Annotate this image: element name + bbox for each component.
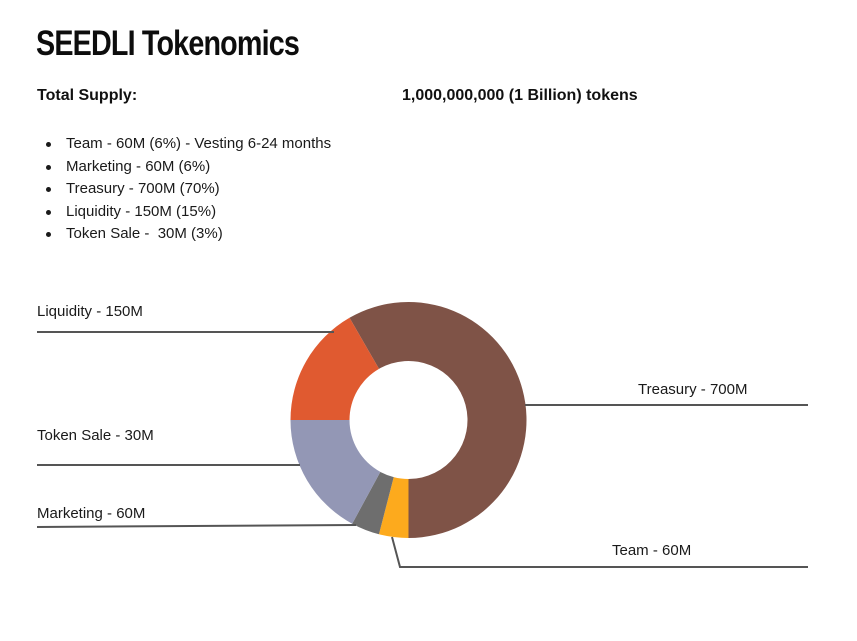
allocation-item-token-sale: Token Sale - 30M (3%) — [36, 223, 331, 246]
allocation-text: Liquidity - 150M (15%) — [66, 202, 217, 220]
bullet-icon — [46, 142, 51, 147]
allocation-item-treasury: Treasury - 700M (70%) — [36, 178, 331, 201]
chart-label-liquidity: Liquidity - 150M — [37, 303, 143, 320]
allocation-text: Treasury - 700M (70%) — [66, 180, 220, 197]
chart-label-token-sale: Token Sale - 30M — [37, 427, 154, 444]
donut-slice-liquidity — [290, 317, 379, 420]
allocation-item-liquidity: Liquidity - 150M (15%) — [36, 201, 331, 224]
donut-slice-marketing — [352, 471, 394, 535]
leader-line-team — [391, 536, 808, 568]
bullet-icon — [46, 209, 51, 215]
allocation-text: Marketing - 60M (6%) — [66, 157, 211, 175]
chart-label-team: Team - 60M — [612, 542, 692, 559]
chart-label-treasury: Treasury - 700M — [638, 381, 748, 398]
allocation-text: Token Sale - 30M (3%) — [66, 225, 223, 242]
allocation-text: Team - 60M (6%) - Vesting 6-24 months — [66, 135, 332, 152]
bullet-icon — [46, 187, 51, 192]
total-supply-label: Total Supply: — [37, 87, 138, 104]
chart-label-marketing: Marketing - 60M — [37, 505, 146, 522]
page-title: SEEDLI Tokenomics — [36, 24, 300, 63]
bullet-icon — [46, 232, 51, 237]
donut-slice-treasury — [349, 302, 527, 538]
allocation-item-team: Team - 60M (6%) - Vesting 6-24 months — [36, 133, 331, 156]
donut-slices — [290, 302, 527, 538]
allocation-item-marketing: Marketing - 60M (6%) — [36, 156, 331, 179]
bullet-icon — [46, 164, 51, 170]
leader-line-marketing — [36, 524, 357, 528]
total-supply-value: 1,000,000,000 (1 Billion) tokens — [402, 87, 638, 104]
allocation-list: Team - 60M (6%) - Vesting 6-24 months Ma… — [36, 133, 331, 246]
donut-slice-team — [378, 477, 409, 538]
donut-slice-token-sale — [290, 420, 381, 524]
leader-lines — [36, 331, 808, 568]
